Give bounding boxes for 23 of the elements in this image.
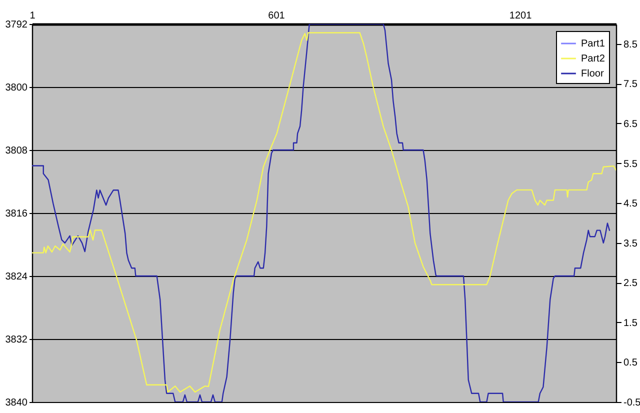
x-tick-label: 1 <box>30 10 36 22</box>
y2-tick-label: 0.5 <box>624 358 638 369</box>
y2-tick-label: 8.5 <box>624 39 638 50</box>
legend-label: Part2 <box>581 54 606 64</box>
y-tick-label: 3800 <box>5 82 28 94</box>
y-tick-label: 3792 <box>5 20 28 30</box>
y2-tick-label: 4.5 <box>624 198 638 210</box>
legend-label: Part1 <box>581 38 606 50</box>
y2-tick-label: 1.5 <box>624 318 638 329</box>
legend-label: Floor <box>581 68 604 80</box>
x-tick-label: 1201 <box>509 10 532 22</box>
y2-tick-label: 6.5 <box>624 118 638 130</box>
y-tick-label: 3824 <box>5 272 28 282</box>
y-tick-label: 3816 <box>5 208 28 220</box>
x-tick-label: 601 <box>268 10 286 22</box>
y2-tick-label: 3.5 <box>624 238 638 250</box>
y2-tick-label: 5.5 <box>624 158 638 170</box>
y2-tick-label: 7.5 <box>624 79 638 90</box>
y2-tick-label: 2.5 <box>624 278 638 290</box>
y2-tick-label: -0.5 <box>624 398 640 408</box>
y-tick-label: 3808 <box>5 146 28 156</box>
y-tick-label: 3832 <box>5 334 28 346</box>
y-tick-label: 3840 <box>5 398 28 408</box>
